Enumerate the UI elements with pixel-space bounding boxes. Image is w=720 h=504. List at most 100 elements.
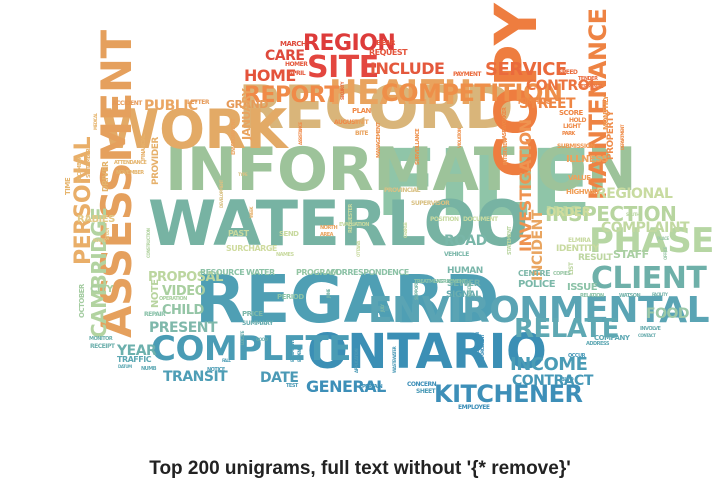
- word-driver: DRIVER: [101, 161, 110, 192]
- word-homer: HOMER: [285, 61, 308, 68]
- word-area: AREA: [320, 232, 334, 238]
- word-equipment: EQUIPMENT: [290, 339, 295, 362]
- word-march: MARCH: [280, 40, 307, 48]
- word-record: RECORD: [238, 73, 513, 143]
- word-incident: INCIDENT: [530, 209, 546, 281]
- word-vehicle: VEHICLE: [444, 251, 469, 258]
- word-letter: LETTER: [187, 99, 210, 106]
- word-region: REGION: [303, 31, 395, 56]
- word-police: POLICE: [518, 279, 556, 290]
- word-receipt: RECEIPT: [90, 343, 116, 350]
- word-ottawa: OTTAWA: [356, 240, 361, 257]
- word-route: ROUTE: [93, 238, 106, 243]
- word-involve: INVOLVE: [640, 326, 661, 332]
- word-illness: ILLNESS: [566, 154, 608, 165]
- word-names: NAMES: [276, 252, 294, 258]
- word-kitchener: KITCHENER: [434, 380, 582, 408]
- word-requester: REQUESTER: [348, 204, 354, 233]
- word-past: PAST: [228, 229, 250, 238]
- word-contact: CONTACT: [638, 333, 656, 338]
- word-grand: GRAND: [226, 98, 268, 111]
- word-ontario: ONTARIO: [307, 324, 546, 380]
- word-complaint: COMPLAINT: [601, 220, 690, 236]
- word-place: PLACE: [657, 236, 670, 241]
- word-centre: CENTRE: [518, 269, 550, 278]
- word-information: INFORMATION: [165, 135, 636, 205]
- word-file: FILE: [375, 130, 592, 237]
- word-video: VIDEO: [162, 284, 206, 299]
- word-competition: COMPETITION: [381, 79, 562, 107]
- word-general: GENERAL: [306, 377, 386, 396]
- word-year: YEAR: [116, 343, 157, 359]
- word-regional: REGIONAL: [596, 186, 673, 202]
- word-note: NOTE: [150, 279, 161, 308]
- word-transit: TRANSIT: [163, 369, 228, 385]
- word-supervisor: SUPERVISOR: [411, 200, 450, 207]
- word-caseworker: CASEWORKER: [502, 107, 508, 142]
- word-assistance: ASSISTANCE: [298, 122, 303, 145]
- word-accident: ACCIDENT: [112, 100, 143, 107]
- word-work: WORK: [100, 98, 290, 161]
- word-present: PRESENT: [149, 320, 218, 336]
- word-management: MANAGEMENT: [376, 122, 382, 158]
- word-complete: COMPLETE: [151, 329, 351, 369]
- word-test: TEST: [286, 383, 299, 389]
- word-investigation: INVESTIGATION: [516, 119, 535, 252]
- word-cambridge: CAMBRIDGE: [87, 208, 111, 338]
- word-identity: IDENTITY: [556, 244, 600, 254]
- word-public: PUBLIC: [144, 98, 198, 114]
- word-tender: TENDER: [578, 76, 598, 82]
- word-care: CARE: [265, 48, 304, 64]
- word-attendance: ATTENDANCE: [114, 160, 147, 166]
- word-phase: PHASE: [589, 221, 714, 261]
- word-position: POSITION: [430, 216, 459, 223]
- word-program: PROGRAM: [296, 268, 339, 277]
- word-report: REPORT: [244, 83, 339, 108]
- word-speed: SPEED: [558, 69, 578, 76]
- word-city: CITY: [90, 284, 114, 295]
- word-repair: REPAIR: [144, 311, 166, 318]
- word-surcharge: SURCHARGE: [226, 244, 277, 253]
- word-income: INCOME: [510, 354, 587, 375]
- word-june: JUNE: [326, 288, 331, 299]
- word-include: INCLUDE: [370, 59, 444, 78]
- word-interview: INTERVIEW: [503, 137, 509, 165]
- word-plan: PLAN: [352, 107, 372, 115]
- word-home: HOME: [244, 66, 296, 85]
- word-july: JULY: [380, 304, 385, 313]
- word-signal: SIGNAL: [446, 290, 481, 300]
- word-november: NOVEMBER: [116, 170, 144, 176]
- word-order: ORDER: [546, 205, 591, 219]
- word-charge: CHARGE: [403, 222, 408, 238]
- word-surveillance: SURVEILLANCE: [415, 128, 421, 165]
- cloud-shape: [55, 22, 679, 417]
- word-security: SECURITY: [340, 81, 345, 100]
- word-site: SITE: [307, 50, 379, 85]
- word-road: ROAD: [444, 233, 487, 249]
- word-provider: PROVIDER: [151, 137, 161, 185]
- word-watson: WATSON: [619, 293, 641, 299]
- word-score: SCORE: [559, 109, 584, 117]
- word-food: FOOD: [646, 306, 689, 322]
- word-support: SUPPORT: [414, 282, 419, 300]
- word-result: RESULT: [578, 253, 614, 263]
- word-regard: REGARD: [195, 261, 499, 338]
- word-monitor: MONITOR: [89, 336, 113, 342]
- word-department: DEPARTMENT: [620, 124, 625, 150]
- word-environmental: ENVIRONMENTAL: [368, 290, 709, 331]
- word-relation: RELATION: [580, 293, 604, 299]
- word-hold: HOLD: [569, 117, 586, 124]
- word-facility: FACILITY: [652, 292, 668, 297]
- word-enforcement: ENFORCEMENT: [480, 334, 485, 363]
- word-violation: VIOLATION: [457, 128, 462, 148]
- word-submission: SUBMISSION: [557, 143, 595, 150]
- word-issue: ISSUE: [567, 282, 598, 293]
- word-health: HEALTH: [329, 73, 472, 113]
- word-relate: RELATE: [514, 314, 619, 344]
- word-highway: HIGHWAY: [566, 188, 601, 196]
- word-week: WEEK: [249, 206, 254, 218]
- word-water: WATER: [246, 268, 275, 277]
- word-august: AUGUST: [334, 119, 360, 126]
- word-construction: CONSTRUCTION: [146, 228, 151, 258]
